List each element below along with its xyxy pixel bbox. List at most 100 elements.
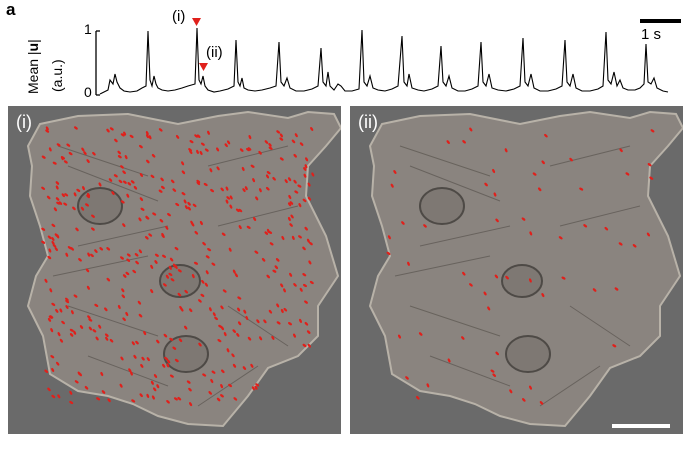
displacement-vector (169, 257, 174, 262)
y-label-units: (a.u.) (49, 59, 65, 92)
displacement-vector (398, 334, 401, 339)
displacement-vector (122, 170, 126, 174)
displacement-vector (304, 164, 308, 169)
displacement-vector (220, 305, 224, 310)
displacement-vector (304, 300, 308, 304)
displacement-vector (139, 173, 143, 177)
displacement-vector (191, 274, 195, 279)
displacement-vector (100, 371, 104, 377)
displacement-vector (183, 199, 187, 204)
displacement-vector (299, 318, 302, 323)
displacement-vector (55, 181, 60, 185)
displacement-vector (167, 359, 171, 364)
displacement-vector (146, 159, 150, 164)
displacement-vector (145, 216, 150, 220)
displacement-vector (139, 197, 144, 202)
displacement-vector (86, 285, 90, 290)
displacement-vector (220, 187, 224, 192)
displacement-vector (294, 133, 298, 138)
displacement-vector (51, 223, 56, 228)
displacement-vector (164, 356, 168, 361)
displacement-vector (161, 234, 165, 238)
displacement-vector (50, 355, 55, 359)
displacement-vector (81, 147, 85, 152)
displacement-vector (447, 358, 451, 363)
displacement-vector (290, 214, 294, 219)
displacement-vector (53, 207, 57, 212)
displacement-vector (52, 244, 57, 248)
displacement-vector (61, 156, 65, 160)
displacement-vector (202, 241, 206, 246)
displacement-vector (139, 144, 143, 149)
displacement-vector (303, 167, 307, 171)
displacement-vector (646, 232, 650, 237)
displacement-vector (73, 192, 77, 197)
displacement-vector (137, 300, 142, 305)
displacement-vector (123, 180, 127, 184)
displacement-vector (198, 342, 202, 347)
displacement-vector (232, 269, 236, 274)
displacement-vector (70, 247, 74, 251)
displacement-vector (199, 220, 203, 226)
displacement-vector (426, 383, 430, 388)
displacement-vector (104, 333, 109, 337)
displacement-vector (117, 150, 121, 155)
displacement-vector (207, 248, 212, 252)
displacement-vector (59, 308, 63, 313)
displacement-vector (174, 358, 179, 363)
displacement-vector (264, 140, 269, 144)
displacement-vector (86, 194, 90, 199)
displacement-vector (259, 336, 263, 341)
displacement-vector (276, 130, 281, 134)
nucleus (77, 187, 123, 225)
displacement-vector (561, 276, 566, 280)
displacement-vector (283, 288, 286, 293)
displacement-vector (390, 183, 394, 188)
displacement-vector (120, 356, 124, 361)
displacement-vector (124, 155, 128, 160)
displacement-vector (166, 400, 170, 404)
displacement-vector (120, 256, 124, 260)
displacement-vector (304, 226, 308, 231)
displacement-vector (216, 147, 220, 152)
displacement-vector (266, 171, 271, 175)
displacement-vector (55, 197, 60, 201)
displacement-vector (135, 260, 139, 265)
displacement-vector (462, 140, 466, 144)
displacement-vector (279, 133, 283, 138)
displacement-vector (239, 148, 244, 152)
displacement-vector (306, 330, 311, 334)
displacement-vector (309, 280, 314, 285)
displacement-vector (220, 394, 224, 398)
displacement-vector (106, 247, 111, 251)
marker-ii (199, 63, 208, 71)
displacement-vector (246, 148, 250, 152)
texture (52, 145, 299, 407)
displacement-vector (177, 292, 182, 297)
displacement-vector (162, 254, 166, 258)
nucleus (501, 264, 543, 298)
displacement-vector (505, 275, 509, 280)
displacement-vector (221, 232, 226, 236)
displacement-vector (72, 206, 76, 211)
displacement-vector (302, 343, 307, 348)
nucleus (505, 335, 551, 373)
marker-i-label: (i) (172, 8, 186, 25)
displacement-vector (237, 296, 242, 300)
displacement-vector (54, 233, 59, 238)
displacement-vectors-i (41, 126, 315, 407)
displacement-vector (106, 277, 111, 282)
displacement-vector (66, 143, 71, 147)
displacement-vector (175, 202, 180, 207)
displacement-vector (311, 172, 315, 177)
displacement-vector (55, 308, 59, 313)
displacement-vector (126, 258, 131, 262)
nucleus (163, 335, 209, 373)
displacement-vector (49, 315, 54, 319)
displacement-vector (266, 174, 269, 179)
panel-tag-i: (i) (16, 112, 32, 132)
displacement-vector (483, 291, 487, 296)
displacement-vector (275, 258, 280, 262)
displacement-vector (83, 151, 87, 155)
displacement-vector (95, 336, 99, 341)
